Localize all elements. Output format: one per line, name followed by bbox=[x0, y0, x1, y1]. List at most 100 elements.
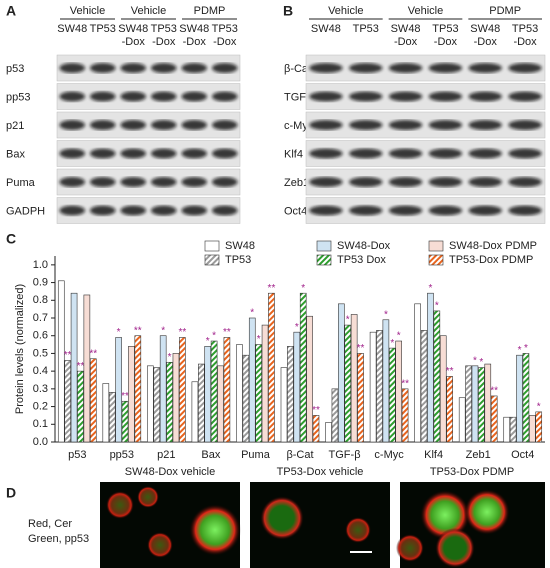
x-tick-label: p53 bbox=[68, 449, 86, 461]
column-label: -Dox bbox=[183, 36, 207, 48]
bar bbox=[529, 415, 536, 443]
legend-swatch bbox=[428, 240, 444, 252]
blot-band bbox=[211, 91, 238, 102]
bar bbox=[509, 416, 517, 443]
column-label: TP53 bbox=[512, 23, 538, 35]
cell bbox=[106, 491, 134, 519]
blot-band bbox=[309, 205, 343, 216]
group-label: Vehicle bbox=[131, 5, 166, 17]
bar bbox=[490, 395, 498, 443]
bar bbox=[338, 303, 345, 443]
panel-label: B bbox=[283, 3, 293, 19]
image-label: SW48-Dox vehicle bbox=[125, 466, 215, 478]
bar bbox=[248, 317, 256, 443]
blot-strip bbox=[305, 83, 546, 110]
blot-strip bbox=[305, 111, 546, 139]
significance-label: * bbox=[518, 345, 522, 356]
y-tick-label: 0.5 bbox=[33, 347, 48, 359]
bar bbox=[465, 365, 472, 443]
bar bbox=[357, 353, 364, 443]
x-tick-label: TGF-β bbox=[329, 449, 361, 461]
blot-band bbox=[428, 177, 463, 187]
column-label: SW48 bbox=[391, 23, 421, 35]
significance-label: * bbox=[168, 352, 172, 363]
cell bbox=[396, 534, 424, 562]
panel-label: C bbox=[6, 231, 16, 247]
significance-label: * bbox=[390, 338, 394, 349]
blot-band bbox=[89, 148, 116, 159]
blot-band bbox=[428, 148, 463, 159]
column-label: -Dox bbox=[513, 36, 537, 48]
bar bbox=[70, 292, 78, 443]
column-label: -Dox bbox=[122, 36, 146, 48]
bar bbox=[458, 397, 466, 443]
column-label: -Dox bbox=[394, 36, 418, 48]
blot-band bbox=[309, 120, 343, 130]
bar bbox=[306, 315, 313, 443]
cell bbox=[260, 496, 304, 540]
blot-band bbox=[468, 63, 502, 73]
blot-band bbox=[508, 63, 542, 73]
blot-band bbox=[349, 91, 383, 102]
blot-band bbox=[150, 91, 177, 102]
significance-label: ** bbox=[401, 378, 409, 389]
y-axis-title: Protein levels (normalized) bbox=[14, 284, 26, 414]
bar bbox=[223, 337, 231, 443]
bar bbox=[446, 376, 453, 443]
blot-band bbox=[59, 205, 86, 216]
significance-label: * bbox=[473, 355, 477, 366]
blot-strip bbox=[56, 83, 241, 110]
blot-band bbox=[89, 63, 116, 73]
bar bbox=[382, 319, 390, 443]
x-tick-label: Klf4 bbox=[424, 449, 443, 461]
bar bbox=[83, 294, 91, 443]
group-label: Vehicle bbox=[70, 5, 105, 17]
bar bbox=[108, 392, 116, 443]
blot-band bbox=[468, 91, 502, 102]
bar bbox=[420, 330, 428, 443]
significance-label: ** bbox=[357, 343, 365, 354]
significance-label: ** bbox=[312, 405, 320, 416]
image-label: TP53-Dox vehicle bbox=[277, 466, 364, 478]
bar bbox=[388, 347, 396, 443]
y-tick-label: 0.7 bbox=[33, 312, 48, 324]
blot-band bbox=[150, 148, 177, 159]
blot-band bbox=[120, 148, 147, 159]
bar bbox=[64, 360, 71, 443]
bar bbox=[516, 354, 523, 443]
row-label: pp53 bbox=[6, 91, 30, 103]
blot-band bbox=[120, 120, 147, 130]
significance-label: * bbox=[117, 327, 121, 338]
blot-strip bbox=[305, 197, 546, 224]
group-label: Vehicle bbox=[328, 5, 363, 17]
blot-band bbox=[508, 120, 542, 130]
bar bbox=[325, 422, 332, 443]
significance-label: * bbox=[250, 308, 254, 319]
blot-band bbox=[468, 120, 502, 130]
significance-label: ** bbox=[77, 361, 85, 372]
significance-label: * bbox=[384, 309, 388, 320]
blot-band bbox=[309, 148, 343, 159]
bar bbox=[503, 416, 511, 443]
blot-band bbox=[309, 63, 343, 73]
blot-band bbox=[508, 148, 542, 159]
bar bbox=[166, 361, 173, 443]
blot-band bbox=[388, 205, 423, 216]
bar bbox=[401, 388, 409, 443]
blot-band bbox=[181, 120, 208, 130]
blot-band bbox=[349, 120, 383, 130]
row-label: GADPH bbox=[6, 205, 45, 217]
significance-label: ** bbox=[223, 327, 231, 338]
stain-label: Red, Cer bbox=[28, 518, 72, 530]
bar bbox=[471, 365, 479, 443]
x-tick-label: c-Myc bbox=[374, 449, 404, 461]
significance-label: ** bbox=[178, 327, 186, 338]
column-label: -Dox bbox=[434, 36, 458, 48]
bar bbox=[57, 280, 65, 443]
blot-band bbox=[428, 205, 463, 216]
y-tick-label: 0.8 bbox=[33, 294, 48, 306]
significance-label: * bbox=[206, 336, 210, 347]
column-label: SW48 bbox=[118, 23, 148, 35]
bar bbox=[77, 370, 84, 443]
significance-label: * bbox=[428, 283, 432, 294]
